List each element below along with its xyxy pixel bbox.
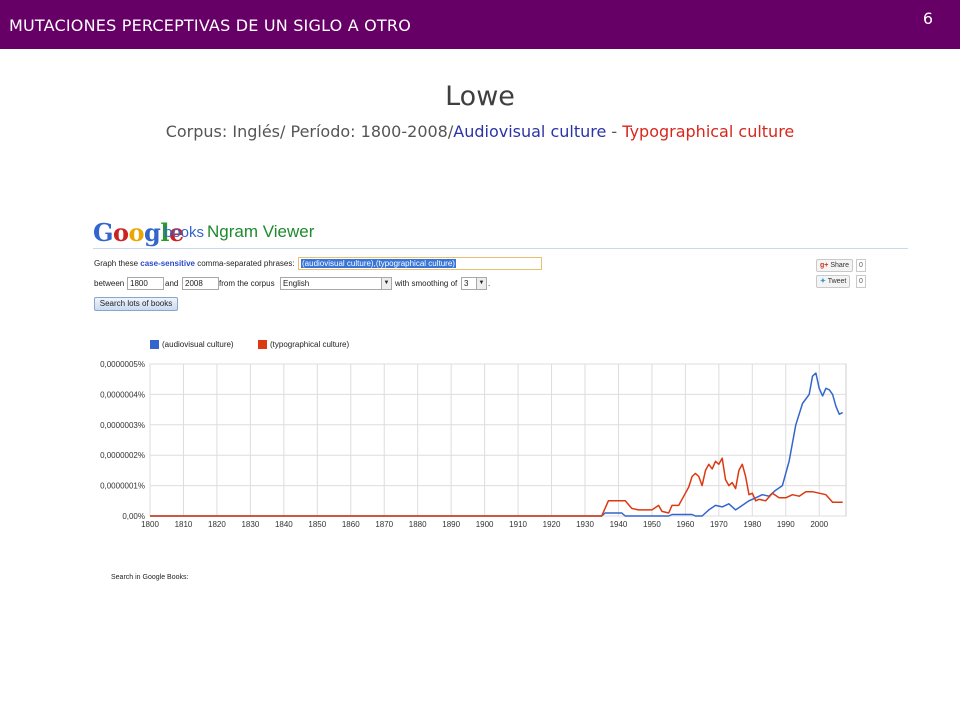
x-tick-label: 1870 bbox=[375, 520, 393, 529]
x-tick-label: 1890 bbox=[442, 520, 460, 529]
chevron-down-icon: ▼ bbox=[476, 278, 486, 289]
period-text: . bbox=[488, 279, 491, 288]
logo-letter: o bbox=[113, 218, 129, 247]
comma-separated-text: comma-separated phrases: bbox=[197, 259, 295, 268]
slide-subtitle: Corpus: Inglés/ Período: 1800-2008/Audio… bbox=[0, 122, 960, 141]
x-tick-label: 1820 bbox=[208, 520, 226, 529]
tweet-label: Tweet bbox=[827, 278, 847, 285]
x-tick-label: 1940 bbox=[610, 520, 628, 529]
gplus-icon: g+ bbox=[820, 262, 829, 269]
chevron-down-icon: ▼ bbox=[381, 278, 391, 289]
tweet-button[interactable]: ✦ Tweet bbox=[816, 275, 851, 288]
smoothing-label: with smoothing of bbox=[395, 279, 458, 288]
case-sensitive-link[interactable]: case-sensitive bbox=[140, 259, 195, 268]
y-tick-label: 0,0000004% bbox=[100, 390, 145, 399]
legend-label-audiovisual: (audiovisual culture) bbox=[162, 340, 234, 349]
phrases-input-value: (audiovisual culture),(typographical cul… bbox=[301, 259, 456, 268]
y-tick-label: 0,00% bbox=[122, 512, 145, 521]
phrases-label: Graph these case-sensitive comma-separat… bbox=[94, 259, 295, 268]
between-label: between bbox=[94, 279, 125, 288]
y-tick-label: 0,0000001% bbox=[100, 482, 145, 491]
x-tick-label: 1980 bbox=[743, 520, 761, 529]
smoothing-select[interactable]: 3 ▼ bbox=[461, 277, 487, 290]
x-tick-label: 1860 bbox=[342, 520, 360, 529]
x-tick-label: 1930 bbox=[576, 520, 594, 529]
x-tick-label: 1960 bbox=[676, 520, 694, 529]
logo-letter: l bbox=[160, 218, 169, 247]
logo-letter: g bbox=[144, 218, 161, 247]
logo-letter: o bbox=[128, 218, 145, 247]
x-tick-label: 1850 bbox=[308, 520, 326, 529]
search-books-button[interactable]: Search lots of books bbox=[94, 297, 178, 311]
subtitle-separator: - bbox=[606, 122, 623, 141]
x-tick-label: 1840 bbox=[275, 520, 293, 529]
share-label: Share bbox=[830, 262, 850, 269]
logo-letter: e bbox=[168, 218, 184, 247]
x-tick-label: 1830 bbox=[241, 520, 259, 529]
x-tick-label: 1880 bbox=[409, 520, 427, 529]
start-year-input[interactable]: 1800 bbox=[127, 277, 164, 290]
page-number: 6 bbox=[922, 9, 933, 28]
graph-these-text: Graph these bbox=[94, 259, 139, 268]
tweet-count: 0 bbox=[856, 275, 866, 288]
subtitle-audiovisual: Audiovisual culture bbox=[453, 122, 607, 141]
ngram-viewer-title: Ngram Viewer bbox=[207, 222, 315, 241]
x-tick-label: 1920 bbox=[543, 520, 561, 529]
x-tick-label: 1910 bbox=[509, 520, 527, 529]
search-in-google-books: Search in Google Books: bbox=[111, 574, 189, 581]
x-tick-label: 2000 bbox=[810, 520, 828, 529]
google-logo[interactable]: Google bbox=[93, 218, 184, 247]
end-year-input[interactable]: 2008 bbox=[182, 277, 219, 290]
x-tick-label: 1950 bbox=[643, 520, 661, 529]
gplus-share-button[interactable]: g+ Share bbox=[816, 259, 854, 272]
x-tick-label: 1900 bbox=[476, 520, 494, 529]
legend-swatch-audiovisual bbox=[150, 340, 159, 349]
subtitle-typographical: Typographical culture bbox=[622, 122, 795, 141]
x-tick-label: 1970 bbox=[710, 520, 728, 529]
legend-label-typographical: (typographical culture) bbox=[270, 340, 350, 349]
series-line-typographical bbox=[150, 457, 843, 517]
corpus-select[interactable]: English ▼ bbox=[280, 277, 392, 290]
smoothing-select-value: 3 bbox=[464, 279, 469, 288]
y-tick-label: 0,0000005% bbox=[100, 360, 145, 369]
x-tick-label: 1990 bbox=[777, 520, 795, 529]
y-tick-label: 0,0000003% bbox=[100, 421, 145, 430]
x-tick-label: 1810 bbox=[175, 520, 193, 529]
x-tick-label: 1800 bbox=[141, 520, 159, 529]
subtitle-prefix: Corpus: Inglés/ Período: 1800-2008/ bbox=[165, 122, 454, 141]
logo-letter: G bbox=[93, 218, 114, 247]
legend-swatch-typographical bbox=[258, 340, 267, 349]
header-bar: MUTACIONES PERCEPTIVAS DE UN SIGLO A OTR… bbox=[0, 0, 960, 49]
phrases-input[interactable]: (audiovisual culture),(typographical cul… bbox=[298, 257, 542, 270]
books-label: books bbox=[164, 224, 205, 241]
plot-area bbox=[149, 363, 847, 517]
corpus-select-value: English bbox=[283, 279, 310, 288]
y-tick-label: 0,0000002% bbox=[100, 451, 145, 460]
and-label: and bbox=[165, 279, 179, 288]
twitter-bird-icon: ✦ bbox=[820, 278, 826, 285]
header-title: MUTACIONES PERCEPTIVAS DE UN SIGLO A OTR… bbox=[9, 16, 412, 35]
slide-title: Lowe bbox=[445, 81, 515, 112]
share-count: 0 bbox=[856, 259, 866, 272]
header-divider bbox=[93, 248, 908, 249]
corpus-label: from the corpus bbox=[219, 279, 275, 288]
series-line-audiovisual bbox=[150, 372, 844, 517]
